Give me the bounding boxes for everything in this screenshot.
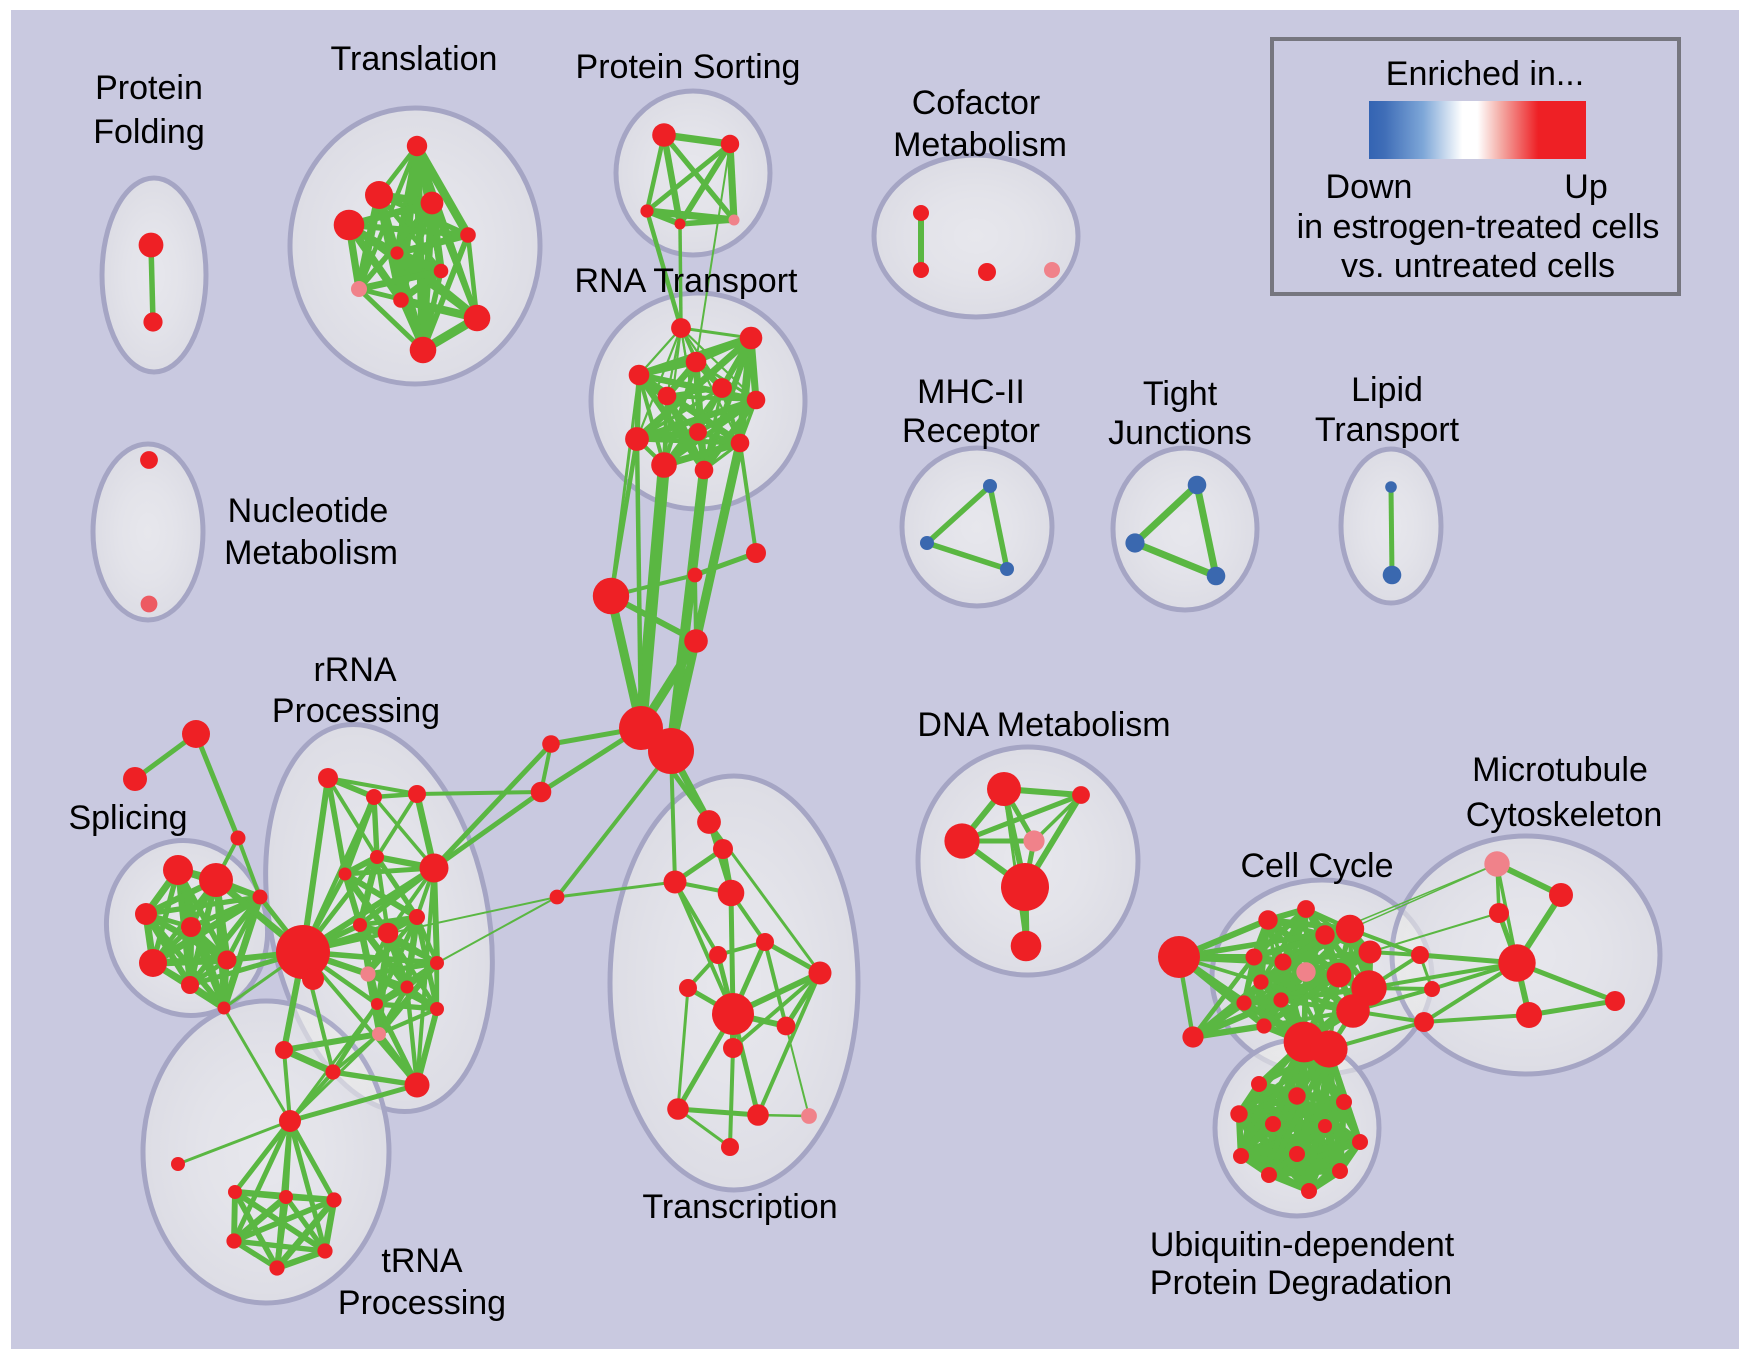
svg-text:tRNA: tRNA	[381, 1242, 463, 1280]
svg-text:Splicing: Splicing	[68, 799, 187, 837]
svg-text:Metabolism: Metabolism	[893, 126, 1067, 164]
svg-text:vs. untreated cells: vs. untreated cells	[1341, 247, 1615, 285]
svg-text:RNA Transport: RNA Transport	[575, 262, 799, 300]
svg-text:Protein Degradation: Protein Degradation	[1150, 1264, 1452, 1302]
svg-text:Transport: Transport	[1315, 411, 1460, 449]
svg-text:Metabolism: Metabolism	[224, 534, 398, 572]
svg-text:Processing: Processing	[272, 692, 440, 730]
svg-text:Cytoskeleton: Cytoskeleton	[1466, 796, 1663, 834]
svg-text:in estrogen-treated cells: in estrogen-treated cells	[1297, 208, 1660, 246]
svg-text:Folding: Folding	[93, 113, 205, 151]
svg-text:Protein Sorting: Protein Sorting	[576, 48, 801, 86]
svg-text:Junctions: Junctions	[1108, 414, 1252, 452]
svg-text:Protein: Protein	[95, 69, 203, 107]
svg-text:MHC-II: MHC-II	[917, 373, 1025, 411]
svg-text:Enriched in...: Enriched in...	[1386, 55, 1584, 93]
svg-text:DNA Metabolism: DNA Metabolism	[917, 706, 1170, 744]
svg-text:Microtubule: Microtubule	[1472, 751, 1648, 789]
svg-text:Processing: Processing	[338, 1284, 506, 1322]
svg-text:Ubiquitin-dependent: Ubiquitin-dependent	[1150, 1226, 1455, 1264]
svg-text:Receptor: Receptor	[902, 412, 1040, 450]
svg-text:Cell Cycle: Cell Cycle	[1240, 847, 1393, 885]
svg-text:Down: Down	[1326, 168, 1413, 206]
svg-text:Transcription: Transcription	[642, 1188, 837, 1226]
svg-text:Nucleotide: Nucleotide	[228, 492, 389, 530]
svg-text:Cofactor: Cofactor	[912, 84, 1041, 122]
svg-text:Tight: Tight	[1143, 375, 1218, 413]
svg-text:Translation: Translation	[331, 40, 498, 78]
svg-text:rRNA: rRNA	[313, 651, 396, 689]
svg-text:Lipid: Lipid	[1351, 371, 1423, 409]
svg-text:Up: Up	[1564, 168, 1607, 206]
